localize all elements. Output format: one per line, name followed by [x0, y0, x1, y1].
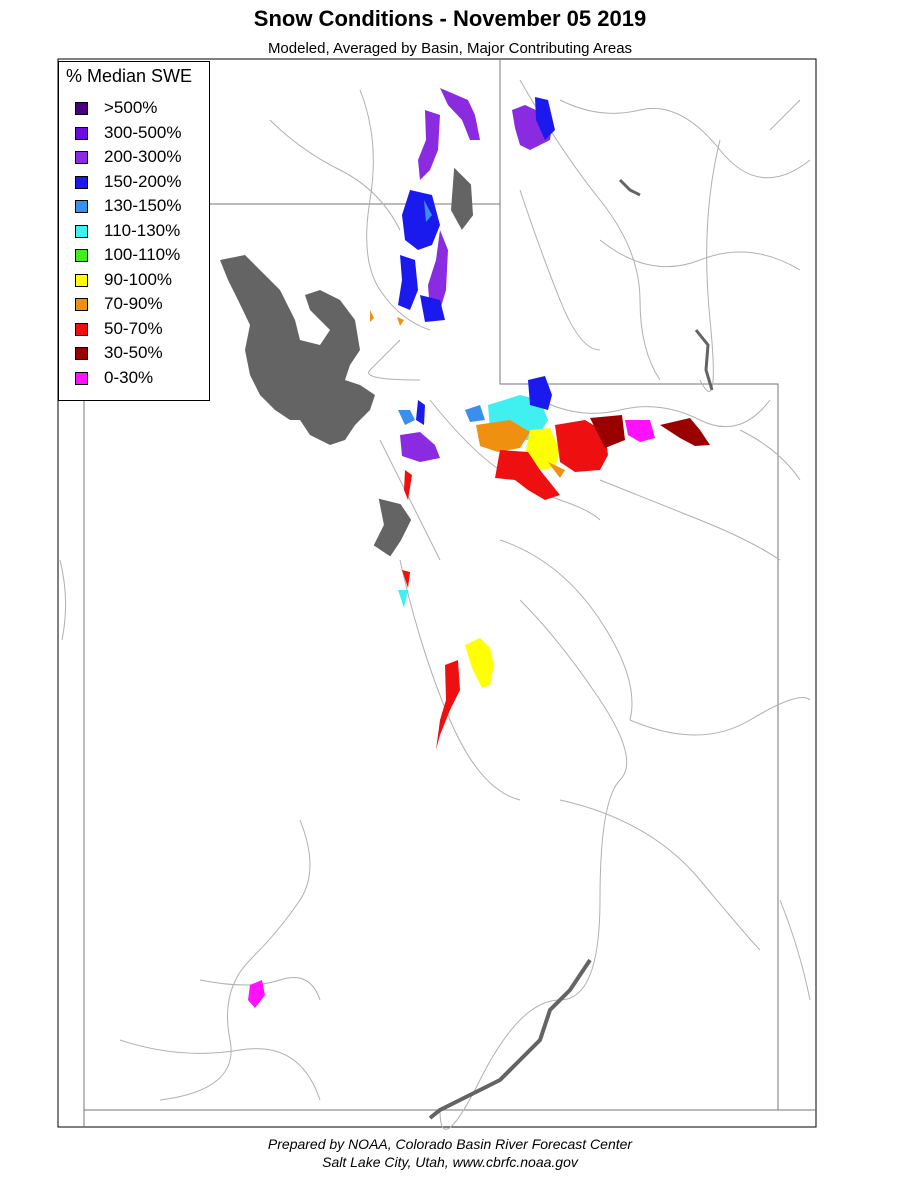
legend-label: 50-70%: [104, 319, 163, 338]
legend-swatch: [75, 273, 88, 287]
legend-item: 100-110%: [75, 244, 180, 266]
legend-item: 110-130%: [75, 220, 180, 242]
great-salt-lake: [220, 255, 375, 445]
legend-label: 90-100%: [104, 270, 173, 289]
legend-label: 150-200%: [104, 172, 182, 191]
legend-swatch: [75, 150, 88, 164]
legend-item: 150-200%: [75, 171, 182, 193]
rivers: [59, 79, 811, 1130]
legend-item: 300-500%: [75, 122, 182, 144]
water-bodies: [373, 167, 714, 1120]
legend-label: 110-130%: [104, 221, 181, 240]
legend-swatch: [75, 322, 88, 336]
map-frame: [57, 58, 817, 1128]
legend-label: 200-300%: [104, 147, 182, 166]
legend-item: 200-300%: [75, 146, 182, 168]
legend-swatch: [75, 297, 88, 311]
legend-label: >500%: [104, 98, 158, 117]
legend-label: 30-50%: [104, 343, 163, 362]
legend-label: 130-150%: [104, 196, 182, 215]
legend-item: 0-30%: [75, 367, 153, 389]
legend-item: 90-100%: [75, 269, 172, 291]
legend-swatch: [75, 199, 88, 213]
legend-label: 300-500%: [104, 123, 182, 142]
legend: % Median SWE >500% 300-500% 200-300% 150…: [58, 61, 210, 401]
legend-label: 0-30%: [104, 368, 154, 387]
legend-item: 130-150%: [75, 195, 182, 217]
legend-swatch: [75, 101, 88, 115]
legend-swatch: [75, 346, 88, 360]
legend-swatch: [75, 224, 88, 238]
legend-label: 70-90%: [104, 294, 163, 313]
footer-location: Salt Lake City, Utah, www.cbrfc.noaa.gov: [322, 1154, 578, 1170]
legend-item: 30-50%: [75, 342, 163, 364]
footer-credit: Prepared by NOAA, Colorado Basin River F…: [267, 1136, 633, 1152]
legend-swatch: [75, 371, 88, 385]
snow-patches: [248, 88, 710, 1008]
legend-label: 100-110%: [104, 245, 181, 264]
legend-item: 70-90%: [75, 293, 163, 315]
legend-swatch: [75, 126, 88, 140]
legend-item: 50-70%: [75, 318, 163, 340]
map-subtitle: Modeled, Averaged by Basin, Major Contri…: [267, 40, 633, 57]
legend-title: % Median SWE: [66, 66, 193, 86]
map-title: Snow Conditions - November 05 2019: [253, 6, 647, 31]
legend-swatch: [75, 175, 88, 189]
legend-swatch: [75, 248, 88, 262]
legend-item: >500%: [75, 97, 157, 119]
